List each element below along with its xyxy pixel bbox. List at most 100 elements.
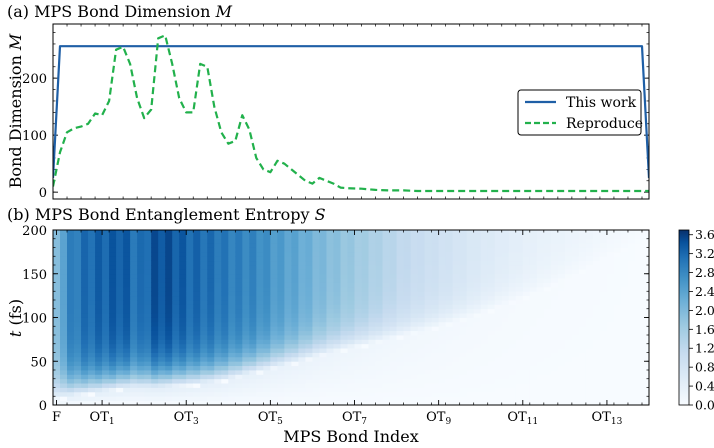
heatmap-cell (361, 326, 369, 332)
heatmap-cell (557, 251, 566, 257)
colorbar-ticks: 0.00.40.81.21.62.02.42.83.23.6 (689, 227, 714, 413)
heatmap-cell (536, 326, 545, 332)
heatmap-cell (151, 230, 159, 235)
heatmap-cell (172, 370, 180, 375)
heatmap-cell (123, 391, 131, 397)
heatmap-cell (494, 400, 503, 406)
heatmap-cell (109, 260, 117, 266)
heatmap-cell (613, 286, 622, 292)
heatmap-cell (312, 238, 320, 244)
heatmap-cell (67, 230, 75, 235)
heatmap-cell (529, 370, 538, 375)
heatmap-cell (536, 308, 545, 314)
panel-b-xtick-label: OT3 (174, 410, 199, 427)
heatmap-cell (291, 348, 299, 353)
heatmap-cell (102, 313, 110, 318)
heatmap-cell (480, 308, 489, 314)
heatmap-cell (536, 387, 545, 393)
heatmap-cell (389, 286, 397, 292)
heatmap-cell (165, 269, 173, 275)
heatmap-cell (578, 230, 587, 235)
heatmap-cell (277, 313, 285, 318)
heatmap-cell (543, 400, 552, 406)
heatmap-cell (200, 335, 208, 340)
heatmap-cell (67, 278, 75, 283)
heatmap-cell (424, 295, 433, 301)
heatmap-cell (333, 321, 341, 327)
heatmap-cell (564, 321, 573, 327)
heatmap-cell (487, 286, 496, 292)
heatmap-cell (389, 251, 397, 257)
heatmap-cell (81, 265, 89, 270)
heatmap-cell (578, 291, 587, 297)
heatmap-cell (354, 400, 362, 406)
heatmap-cell (109, 356, 117, 362)
heatmap-cell (459, 286, 468, 292)
heatmap-cell (571, 260, 580, 266)
heatmap-cell (298, 243, 306, 248)
heatmap-cell (620, 291, 629, 297)
heatmap-cell (536, 356, 545, 362)
heatmap-cell (228, 256, 236, 262)
heatmap-cell (123, 387, 131, 393)
heatmap-cell (438, 348, 447, 353)
heatmap-cell (389, 374, 397, 380)
heatmap-cell (641, 365, 650, 371)
heatmap-cell (158, 295, 166, 301)
heatmap-cell (235, 308, 243, 314)
heatmap-cell (473, 251, 482, 257)
heatmap-cell (571, 265, 580, 270)
heatmap-cell (284, 387, 292, 393)
heatmap-cell (459, 396, 468, 402)
heatmap-cell (389, 265, 397, 270)
heatmap-cell (172, 304, 180, 310)
heatmap-cell (326, 282, 334, 288)
heatmap-cell (480, 278, 489, 283)
heatmap-cell (347, 256, 355, 262)
heatmap-cell (340, 256, 348, 262)
heatmap-cell (214, 278, 222, 283)
heatmap-cell (144, 374, 152, 380)
heatmap-cell (564, 230, 573, 235)
heatmap-cell (228, 286, 236, 292)
heatmap-cell (319, 265, 327, 270)
heatmap-cell (221, 400, 229, 406)
heatmap-cell (557, 238, 566, 244)
heatmap-cell (291, 387, 299, 393)
panel-b-xtick-label: OT5 (258, 410, 283, 427)
heatmap-cell (277, 304, 285, 310)
heatmap-cell (53, 317, 61, 323)
heatmap-cell (200, 234, 208, 240)
heatmap-cell (424, 391, 433, 397)
heatmap-cell (221, 348, 229, 353)
heatmap-cell (144, 308, 152, 314)
heatmap-cell (151, 234, 159, 240)
heatmap-cell (606, 251, 615, 257)
heatmap-cell (305, 383, 313, 388)
panel-b-xtick-label: F (52, 410, 61, 425)
heatmap-cell (606, 304, 615, 310)
heatmap-cell (578, 339, 587, 345)
heatmap-cell (417, 247, 426, 253)
heatmap-cell (480, 265, 489, 270)
heatmap-cell (186, 260, 194, 266)
heatmap-cell (116, 313, 124, 318)
heatmap-cell (466, 317, 475, 323)
heatmap-cell (634, 234, 643, 240)
heatmap-cell (515, 304, 524, 310)
heatmap-cell (74, 230, 82, 235)
heatmap-cell (571, 308, 580, 314)
heatmap-cell (473, 352, 482, 358)
heatmap-cell (340, 230, 348, 235)
heatmap-cell (319, 291, 327, 297)
heatmap-cell (256, 321, 264, 327)
heatmap-cell (410, 278, 419, 283)
heatmap-cell (284, 356, 292, 362)
heatmap-cell (368, 391, 376, 397)
heatmap-cell (298, 265, 306, 270)
heatmap-cell (438, 400, 447, 406)
heatmap-cell (592, 321, 601, 327)
heatmap-cell (410, 234, 419, 240)
heatmap-cell (263, 343, 271, 349)
heatmap-cell (536, 260, 545, 266)
